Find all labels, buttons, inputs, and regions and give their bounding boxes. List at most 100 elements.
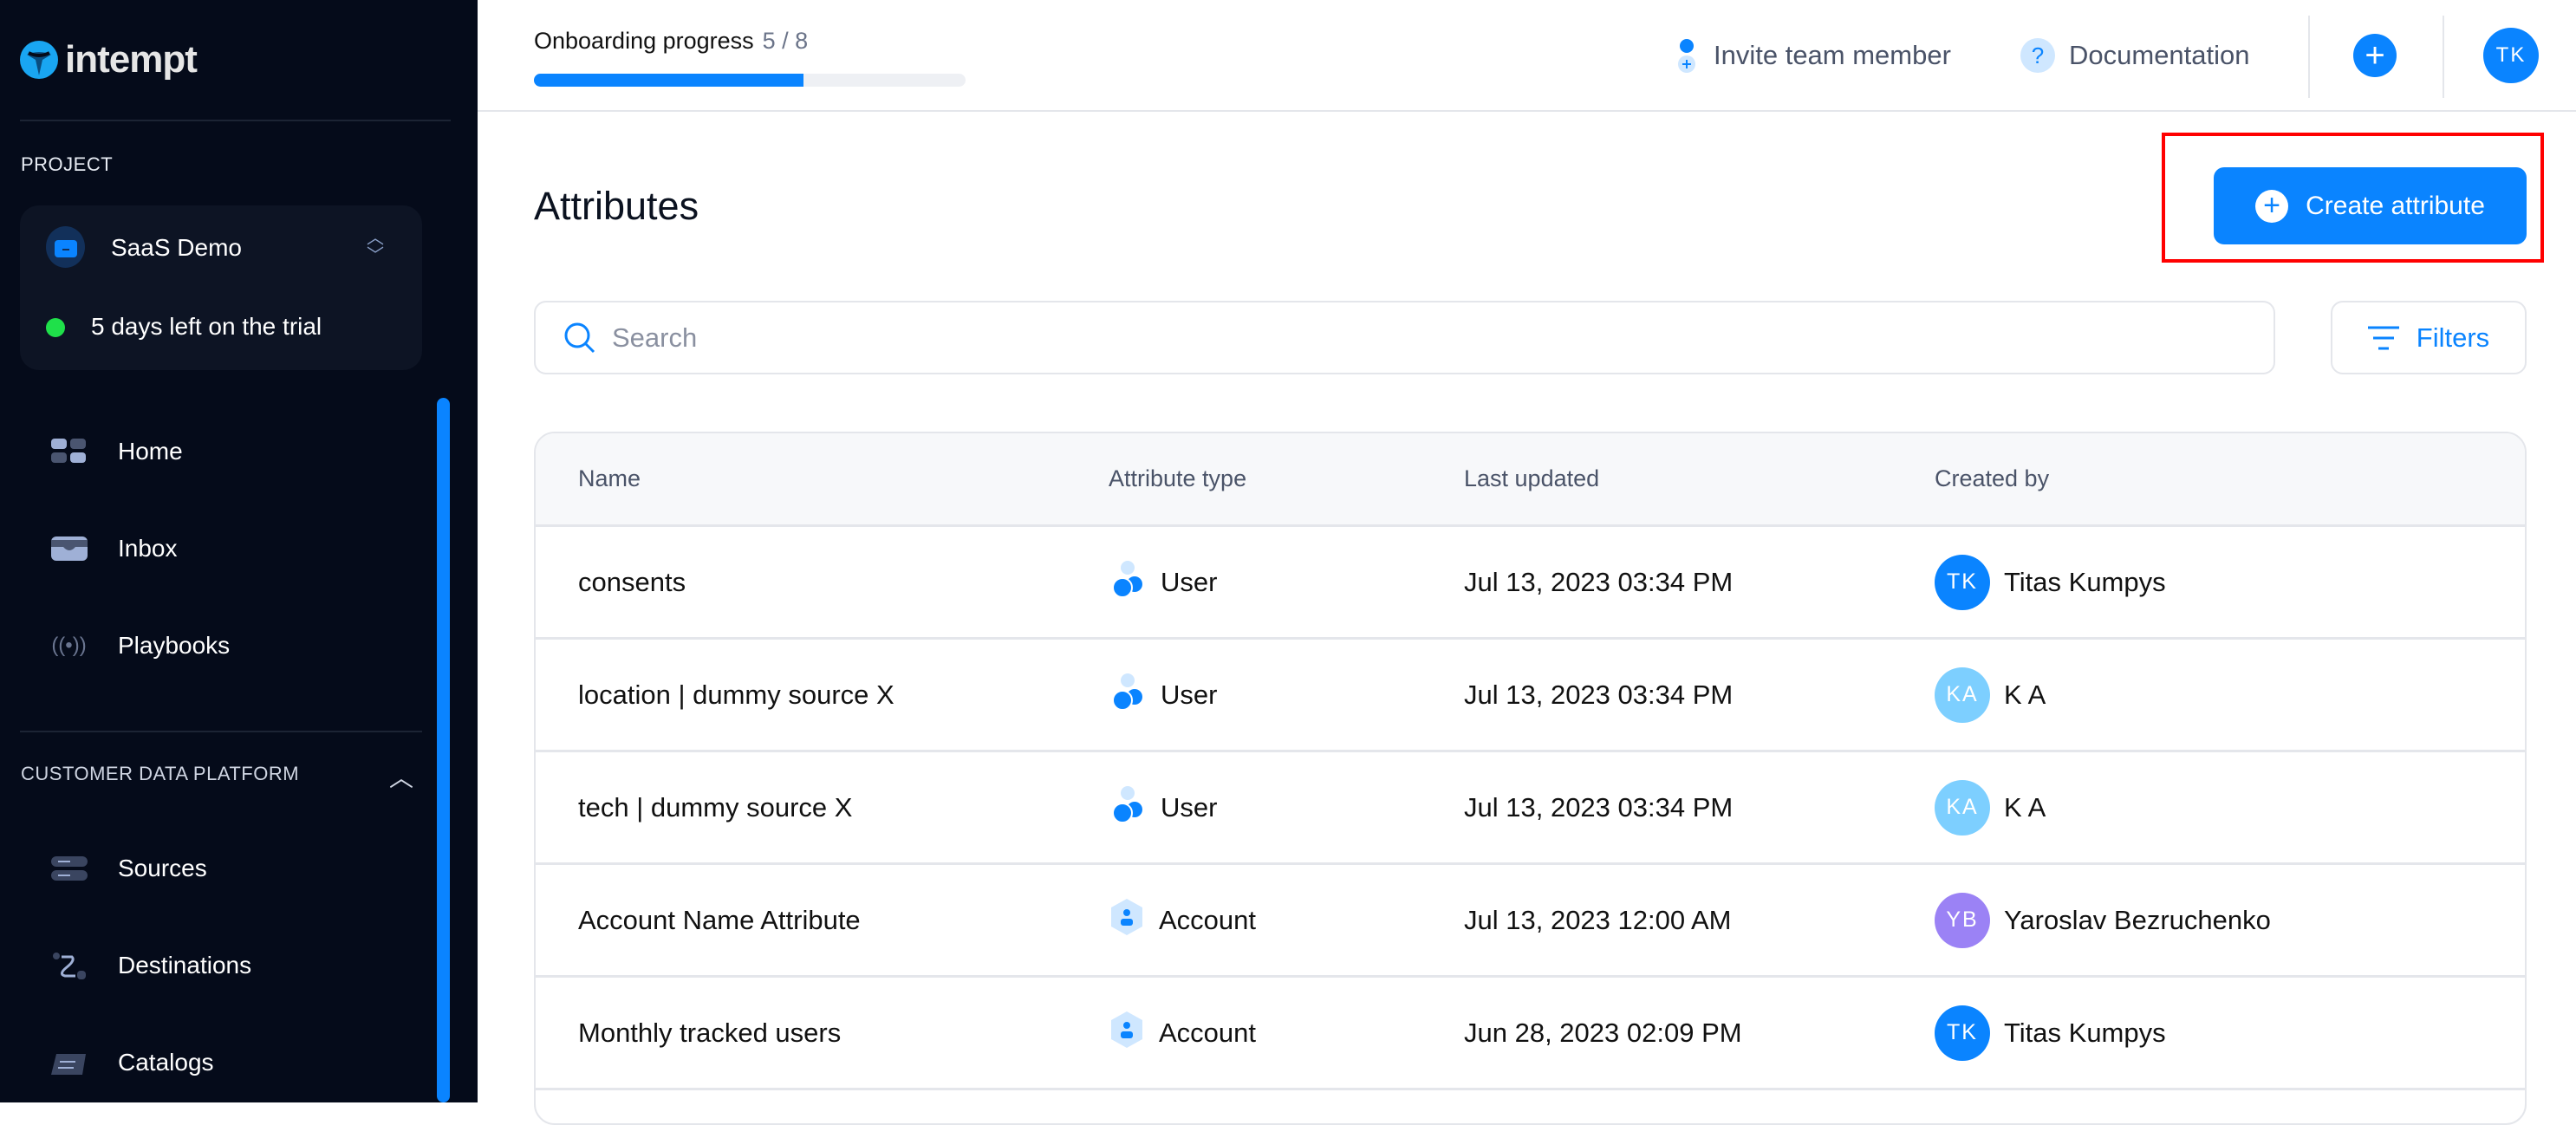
broadcast-icon: ((•)) <box>51 634 87 657</box>
sidebar: intempt PROJECT SaaS Demo ︿ ﹀ 5 days left… <box>0 0 478 1102</box>
page-title: Attributes <box>534 184 699 228</box>
attribute-type-label: User <box>1161 566 1218 597</box>
attribute-name[interactable]: location | dummy source X <box>578 679 894 710</box>
logo-text: intempt <box>65 38 198 81</box>
avatar: TK <box>1935 554 1990 610</box>
invite-label: Invite team member <box>1714 40 1951 70</box>
last-updated: Jul 13, 2023 12:00 AM <box>1464 904 1732 935</box>
creator-name: Yaroslav Bezruchenko <box>2004 904 2271 935</box>
route-icon <box>49 952 88 979</box>
attribute-name[interactable]: tech | dummy source X <box>578 791 853 823</box>
sidebar-item-destinations[interactable]: Destinations <box>49 952 251 979</box>
column-header-type[interactable]: Attribute type <box>1109 465 1247 491</box>
table-row[interactable]: Account Name Attribute Account Jul 13, 2… <box>536 865 2525 978</box>
column-header-name[interactable]: Name <box>578 465 641 491</box>
help-icon: ? <box>2020 38 2055 73</box>
documentation-label: Documentation <box>2069 40 2250 70</box>
filter-icon <box>2367 326 2399 349</box>
user-avatar[interactable]: TK <box>2483 28 2539 83</box>
table-row[interactable]: consents User Jul 13, 2023 03:34 PM TK Ti… <box>536 527 2525 640</box>
attribute-type-label: User <box>1161 791 1218 823</box>
highlight-box <box>2162 133 2544 263</box>
documentation-link[interactable]: ? Documentation <box>2020 38 2250 73</box>
column-header-updated[interactable]: Last updated <box>1464 465 1600 491</box>
attribute-type: Account <box>1109 978 1256 1088</box>
divider <box>2308 16 2310 98</box>
created-by: TK Titas Kumpys <box>1935 527 2166 637</box>
attribute-name[interactable]: Monthly tracked users <box>578 1017 842 1048</box>
table-row[interactable]: tech | dummy source X User Jul 13, 2023 … <box>536 752 2525 865</box>
project-switcher[interactable]: SaaS Demo ︿ ﹀ 5 days left on the trial <box>20 205 422 370</box>
divider <box>20 731 422 732</box>
creator-name: Titas Kumpys <box>2004 1017 2166 1048</box>
search-input[interactable] <box>612 322 2172 354</box>
filters-label: Filters <box>2416 322 2490 353</box>
logo[interactable]: intempt <box>20 38 198 81</box>
onboarding-progress-bar <box>534 74 966 87</box>
project-label: PROJECT <box>21 153 114 175</box>
progress-fill <box>534 74 804 87</box>
add-user-icon <box>1678 39 1695 73</box>
attributes-table: Name Attribute type Last updated Created… <box>534 432 2527 1125</box>
section-cdp[interactable]: CUSTOMER DATA PLATFORM ︿ <box>21 763 413 791</box>
sidebar-item-inbox[interactable]: Inbox <box>49 535 178 562</box>
attribute-type-label: Account <box>1159 1017 1257 1048</box>
plus-circle-icon: + <box>2255 189 2289 223</box>
attribute-type: User <box>1109 640 1217 750</box>
onboarding-label: Onboarding progress <box>534 28 754 54</box>
sidebar-item-label: Catalogs <box>118 1049 214 1076</box>
sidebar-item-playbooks[interactable]: ((•)) Playbooks <box>49 632 230 660</box>
grid-icon <box>49 438 88 465</box>
created-by: YB Yaroslav Bezruchenko <box>1935 865 2271 975</box>
table-row[interactable]: location | dummy source X User Jul 13, 2… <box>536 640 2525 752</box>
onboarding-count: 5 / 8 <box>762 28 809 54</box>
onboarding-progress[interactable]: Onboarding progress 5 / 8 <box>534 28 808 55</box>
users-icon <box>1109 560 1147 605</box>
intempt-logo-icon <box>20 41 58 79</box>
attribute-type: User <box>1109 527 1217 637</box>
sidebar-item-label: Destinations <box>118 952 252 979</box>
sidebar-item-catalogs[interactable]: Catalogs <box>49 1049 214 1076</box>
created-by: KA K A <box>1935 640 2046 750</box>
search-box[interactable] <box>534 301 2275 374</box>
sidebar-item-sources[interactable]: Sources <box>49 855 207 882</box>
sidebar-item-label: Home <box>118 438 183 465</box>
inbox-icon <box>49 535 88 562</box>
chevron-up-icon: ︿ <box>389 764 414 791</box>
chevron-up-down-icon: ︿ ﹀ <box>367 229 384 265</box>
trial-status: 5 days left on the trial <box>91 313 322 340</box>
creator-name: K A <box>2004 679 2046 710</box>
filters-button[interactable]: Filters <box>2331 301 2527 374</box>
attribute-type-label: User <box>1161 679 1218 710</box>
plus-icon: + <box>2365 36 2385 75</box>
invite-team-member-link[interactable]: Invite team member <box>1674 38 1951 73</box>
table-header: Name Attribute type Last updated Created… <box>536 433 2525 527</box>
created-by: KA K A <box>1935 752 2046 862</box>
attribute-name[interactable]: consents <box>578 566 686 597</box>
last-updated: Jul 13, 2023 03:34 PM <box>1464 791 1734 823</box>
create-attribute-button[interactable]: + Create attribute <box>2214 167 2527 244</box>
last-updated: Jun 28, 2023 02:09 PM <box>1464 1017 1742 1048</box>
create-attribute-label: Create attribute <box>2306 191 2485 220</box>
account-icon <box>1109 897 1145 944</box>
attribute-name[interactable]: Account Name Attribute <box>578 904 861 935</box>
users-icon <box>1109 673 1147 718</box>
divider <box>20 120 451 121</box>
add-button[interactable]: + <box>2353 34 2397 77</box>
section-label: CUSTOMER DATA PLATFORM <box>21 763 300 784</box>
attribute-type: User <box>1109 752 1217 862</box>
avatar: KA <box>1935 779 1990 836</box>
table-row[interactable]: Monthly tracked users Account Jun 28, 20… <box>536 978 2525 1090</box>
creator-name: Titas Kumpys <box>2004 566 2166 597</box>
topbar: Onboarding progress 5 / 8 Invite team mem… <box>478 0 2576 112</box>
divider <box>2443 16 2444 98</box>
attribute-type: Account <box>1109 865 1256 975</box>
sidebar-item-label: Playbooks <box>118 632 231 659</box>
sidebar-item-home[interactable]: Home <box>49 438 183 465</box>
account-icon <box>1109 1010 1145 1057</box>
folder-icon <box>46 226 85 268</box>
avatar: YB <box>1935 892 1990 948</box>
server-icon <box>49 855 88 882</box>
sidebar-scrollbar[interactable] <box>437 398 450 1102</box>
column-header-created-by[interactable]: Created by <box>1935 465 2050 491</box>
